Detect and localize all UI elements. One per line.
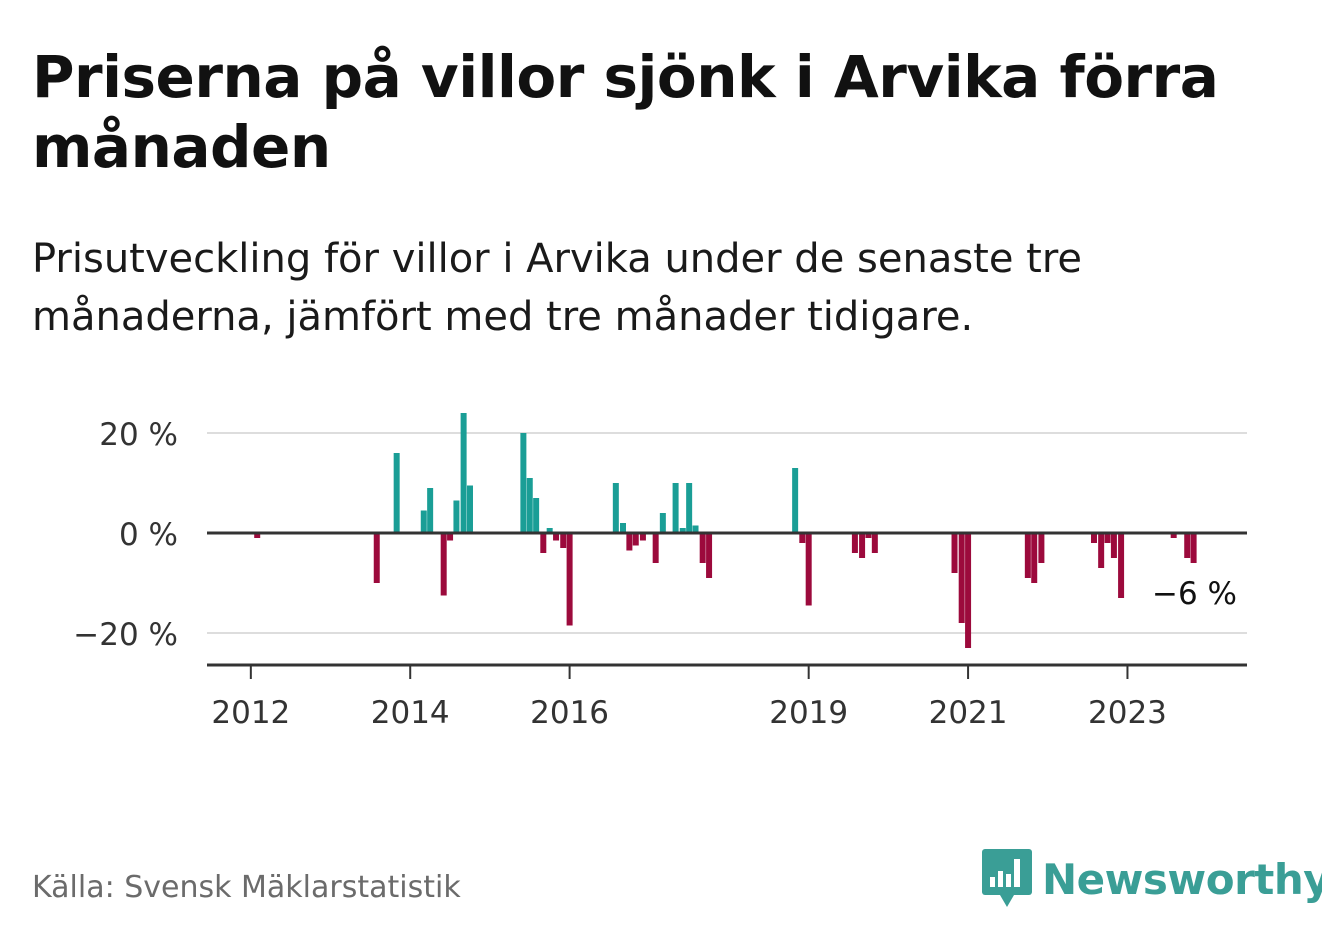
bar (805, 533, 812, 606)
bar (453, 500, 460, 533)
bar (1118, 533, 1125, 598)
bar (1184, 533, 1191, 558)
newsworthy-logo-icon (982, 849, 1032, 907)
bar (706, 533, 713, 578)
x-tick-label: 2021 (929, 695, 1008, 731)
bar (520, 433, 527, 533)
bar (692, 525, 699, 533)
bar (1090, 533, 1097, 543)
bar (1104, 533, 1111, 543)
y-axis-ticks: 20 % 0 % −20 % (73, 417, 178, 653)
bar (859, 533, 866, 558)
bar (639, 533, 646, 541)
bar (1170, 533, 1177, 538)
bar (1190, 533, 1197, 563)
bar (1098, 533, 1105, 568)
bar (965, 533, 972, 648)
bar (1024, 533, 1031, 578)
x-tick-label: 2012 (211, 695, 290, 731)
bar-chart: 20 % 0 % −20 % 2012 2014 2016 2019 2021 2023 −6… (73, 413, 1247, 731)
bar (958, 533, 965, 623)
bar (626, 533, 633, 551)
bar (566, 533, 573, 626)
bar (799, 533, 806, 543)
bar (546, 528, 553, 533)
bar (447, 533, 454, 541)
bar (951, 533, 958, 573)
bar (460, 413, 467, 533)
bar (672, 483, 679, 533)
bars (254, 413, 1197, 648)
bar (652, 533, 659, 563)
y-tick-label: 20 % (99, 417, 178, 453)
bar (540, 533, 547, 553)
bar (871, 533, 878, 553)
bar (632, 533, 639, 546)
x-tick-label: 2023 (1088, 695, 1167, 731)
bar (865, 533, 872, 538)
grid-lines (207, 432, 1247, 634)
x-tick-label: 2016 (530, 695, 609, 731)
bar (373, 533, 380, 583)
last-value-annotation: −6 % (1152, 576, 1237, 612)
x-axis-ticks: 2012 2014 2016 2019 2021 2023 (211, 665, 1167, 731)
bar (533, 498, 540, 533)
bar (427, 488, 434, 533)
bar (254, 533, 261, 538)
bar (553, 533, 560, 541)
brand-name: Newsworthy (1042, 854, 1322, 904)
source-note: Källa: Svensk Mäklarstatistik (32, 870, 461, 905)
bar (440, 533, 447, 596)
bar (1038, 533, 1045, 563)
chart-title: Priserna på villor sjönk i Arvika förra … (32, 43, 1219, 181)
y-tick-label: 0 % (119, 517, 178, 553)
brand-logo: Newsworthy (982, 848, 1322, 910)
bar (792, 468, 799, 533)
bar (851, 533, 858, 553)
bar (679, 528, 686, 533)
bar (699, 533, 706, 563)
bar (1110, 533, 1117, 558)
x-tick-label: 2019 (769, 695, 848, 731)
chart-subtitle: Prisutveckling för villor i Arvika under… (32, 236, 1083, 340)
bar (1031, 533, 1038, 583)
bar (686, 483, 693, 533)
bar (612, 483, 619, 533)
bar (466, 485, 473, 533)
x-tick-label: 2014 (371, 695, 450, 731)
bar (526, 478, 533, 533)
bar (620, 523, 626, 533)
bar (560, 533, 567, 548)
bar (420, 510, 427, 533)
bar (393, 453, 400, 533)
bar (659, 513, 666, 533)
y-tick-label: −20 % (73, 617, 178, 653)
